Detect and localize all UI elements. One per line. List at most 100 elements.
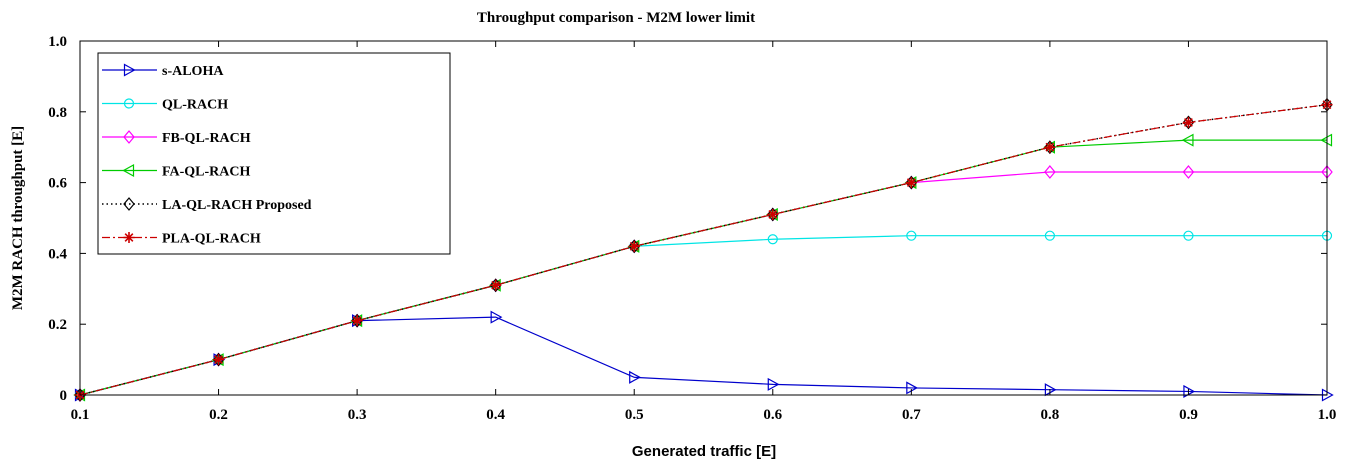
legend-marker-shape xyxy=(123,63,136,77)
legend-entry: s-ALOHA xyxy=(102,63,224,79)
series-line xyxy=(79,316,1328,396)
data-point-shape xyxy=(767,234,778,245)
series-6 xyxy=(74,99,1333,401)
data-point xyxy=(490,279,502,291)
y-tick-label: 0.8 xyxy=(48,105,67,121)
legend-marker-shape xyxy=(122,163,135,178)
legend-marker xyxy=(123,63,136,77)
data-point xyxy=(1044,165,1056,179)
x-tick-label: 0.3 xyxy=(348,407,367,423)
x-tick-label: 0.7 xyxy=(902,407,921,423)
data-point-shape xyxy=(74,388,86,402)
y-tick-label: 0.6 xyxy=(48,176,67,192)
y-tick-label: 0 xyxy=(60,388,68,404)
data-point-shape xyxy=(1183,230,1194,241)
data-point-shape xyxy=(490,310,503,324)
legend-marker-shape xyxy=(123,197,135,211)
data-point-shape xyxy=(1182,116,1194,128)
data-point xyxy=(905,175,918,190)
data-point-shape xyxy=(766,207,779,222)
data-point xyxy=(767,208,779,220)
legend-marker xyxy=(123,130,135,144)
data-point xyxy=(1183,230,1194,241)
x-tick-label: 0.5 xyxy=(625,407,644,423)
data-point-shape xyxy=(767,377,780,391)
x-tick-label: 0.8 xyxy=(1041,407,1060,423)
x-tick-label: 0.6 xyxy=(763,407,782,423)
legend: s-ALOHA QL-RACH FB-QL-RACH FA-QL-RACH LA-QL-… xyxy=(97,52,451,255)
legend-marker-shape xyxy=(123,130,135,144)
data-point xyxy=(767,377,780,391)
series-2 xyxy=(74,230,1333,401)
plot-frame xyxy=(79,40,1328,396)
data-point-shape xyxy=(906,230,917,241)
legend-label: FA-QL-RACH xyxy=(162,165,251,180)
axes: 0.1 0.2 0.3 0.4 0.5 0.6 0.7 0.8 0.9 1.0 0 0.2 0.4 0.6… xyxy=(48,34,1336,423)
data-point xyxy=(905,177,917,189)
data-point-shape xyxy=(351,313,363,328)
data-point-shape xyxy=(1044,141,1056,153)
legend-box xyxy=(97,52,451,255)
legend-label: PLA-QL-RACH xyxy=(162,232,261,247)
series-line xyxy=(79,104,1328,396)
data-point-shape xyxy=(212,352,225,367)
legend-label: FB-QL-RACH xyxy=(162,131,251,146)
data-point-shape xyxy=(905,175,918,190)
data-point xyxy=(629,370,641,384)
data-point-shape xyxy=(351,315,363,327)
legend-label: LA-QL-RACH Proposed xyxy=(162,198,312,213)
data-point xyxy=(489,278,502,293)
x-tick-label: 1.0 xyxy=(1318,407,1337,423)
y-tick-label: 0.4 xyxy=(48,246,67,262)
data-point xyxy=(490,310,503,324)
data-point-shape xyxy=(1181,133,1194,147)
data-point xyxy=(766,207,779,222)
data-point-shape xyxy=(628,240,640,252)
legend-entry: FB-QL-RACH xyxy=(102,130,251,146)
data-point xyxy=(1044,140,1056,155)
data-point-shape xyxy=(629,370,641,384)
data-point-shape xyxy=(628,239,641,254)
data-point-shape xyxy=(1182,115,1195,130)
data-point xyxy=(767,234,778,245)
legend-marker-shape xyxy=(123,98,135,109)
x-tick-label: 0.1 xyxy=(71,407,90,423)
data-point xyxy=(1182,165,1195,179)
data-point-shape xyxy=(490,279,502,291)
legend-marker xyxy=(123,197,135,211)
x-tick-label: 0.9 xyxy=(1179,407,1198,423)
legend-marker xyxy=(123,232,135,243)
x-tick-label: 0.2 xyxy=(209,407,228,423)
data-point xyxy=(628,240,640,252)
legend-marker xyxy=(123,98,135,109)
data-point xyxy=(1044,141,1056,153)
legend-marker-shape xyxy=(123,232,135,243)
y-tick-label: 1.0 xyxy=(48,34,67,50)
legend-entry: LA-QL-RACH Proposed xyxy=(102,197,312,213)
y-tick-label: 0.2 xyxy=(48,317,67,333)
x-axis-label: Generated traffic [E] xyxy=(632,443,776,460)
legend-entry: PLA-QL-RACH xyxy=(102,232,261,247)
data-point xyxy=(906,230,917,241)
legend-marker xyxy=(122,163,135,178)
data-point xyxy=(1181,133,1194,147)
data-point-shape xyxy=(1044,140,1056,155)
data-point-shape xyxy=(489,278,502,293)
x-tick-label: 0.4 xyxy=(486,407,505,423)
data-point-shape xyxy=(767,208,779,220)
data-point xyxy=(1182,116,1194,128)
legend-entry: FA-QL-RACH xyxy=(102,163,251,180)
data-point-shape xyxy=(1044,230,1055,241)
y-axis-label: M2M RACH throughput [E] xyxy=(10,126,26,310)
data-point xyxy=(351,315,363,327)
series-line xyxy=(79,235,1327,396)
data-point-shape xyxy=(1044,165,1056,179)
data-point-shape xyxy=(1182,165,1195,179)
data-point xyxy=(628,239,641,254)
data-point-shape xyxy=(905,177,917,189)
data-point xyxy=(351,313,363,328)
data-point xyxy=(1182,115,1195,130)
data-point xyxy=(1044,230,1055,241)
legend-label: QL-RACH xyxy=(162,98,228,113)
